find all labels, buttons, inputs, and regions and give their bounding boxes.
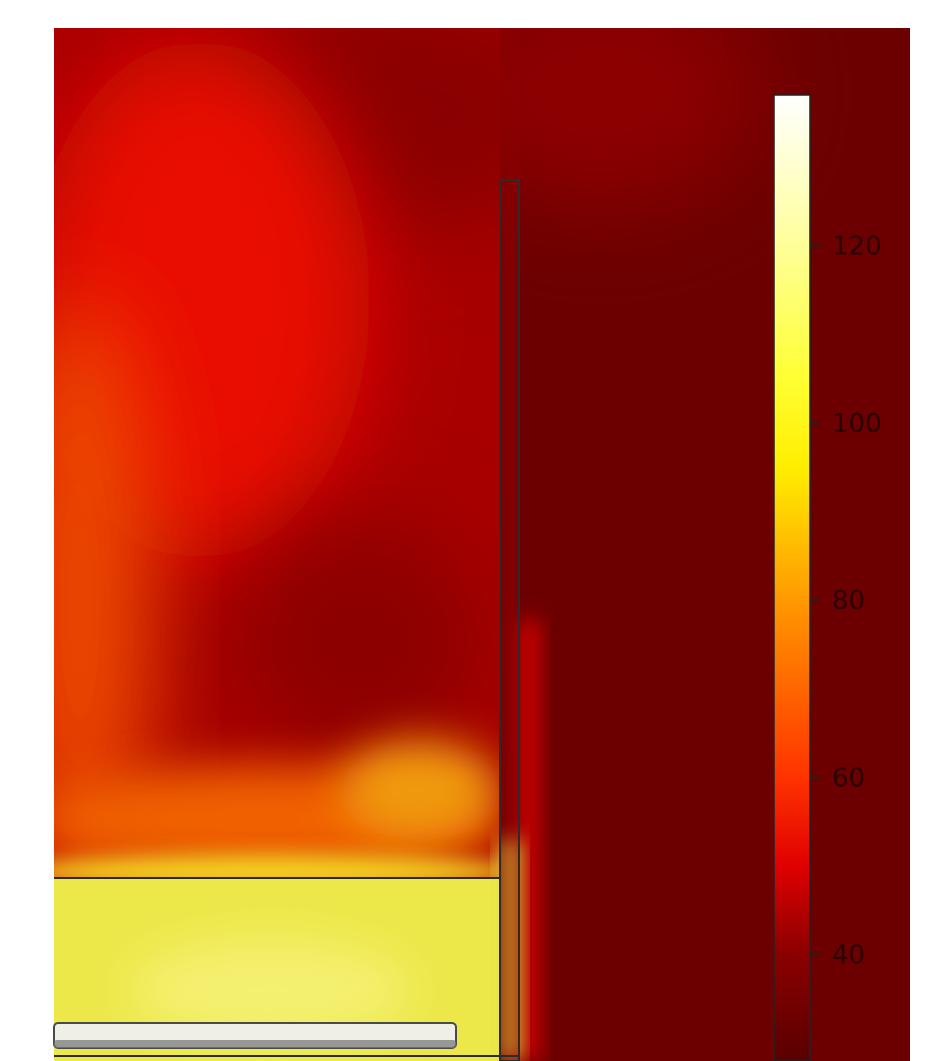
colorbar-ticks: 40 60 80 100 120 bbox=[810, 232, 882, 971]
field-wall-boundary bbox=[518, 620, 540, 1061]
colorbar-tick-label: 60 bbox=[832, 763, 865, 793]
field-plate-glow bbox=[54, 854, 500, 878]
colorbar-tick-label: 80 bbox=[832, 586, 865, 616]
field-plate-highlight bbox=[130, 940, 410, 1040]
field-wall-yellow bbox=[500, 840, 520, 1061]
colorbar-tick-label: 40 bbox=[832, 941, 865, 971]
temperature-field bbox=[54, 28, 910, 1061]
heater-element-shadow bbox=[54, 1040, 456, 1048]
colorbar-tick-label: 100 bbox=[832, 409, 882, 439]
colorbar: 40 60 80 100 120 bbox=[773, 94, 882, 1061]
field-dark-pocket bbox=[240, 520, 480, 760]
field-right-plume bbox=[440, 28, 760, 210]
wall-tube-outline bbox=[499, 179, 520, 1061]
field-left-orange bbox=[54, 300, 150, 878]
geometry-outlines bbox=[54, 179, 520, 1061]
colorbar-bar bbox=[773, 94, 811, 1061]
colorbar-tick-label: 120 bbox=[832, 232, 882, 262]
field-lower-glow bbox=[340, 740, 500, 840]
